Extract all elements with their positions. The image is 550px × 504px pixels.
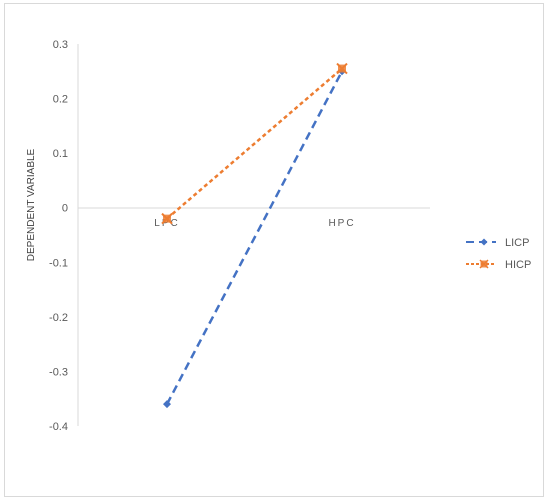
chart-frame bbox=[4, 3, 544, 497]
y-tick-label: -0.2 bbox=[49, 312, 68, 324]
data-point-hicp bbox=[336, 62, 348, 75]
legend-label-licp: LICP bbox=[505, 237, 529, 249]
legend-marker bbox=[480, 238, 488, 246]
data-point-licp bbox=[163, 400, 171, 409]
legend-label-hicp: HICP bbox=[505, 259, 531, 271]
data-point-hicp bbox=[161, 212, 173, 225]
y-axis-title: DEPENDENT VARIABLE bbox=[26, 148, 37, 261]
y-tick-label: 0.2 bbox=[53, 94, 68, 106]
y-tick-label: 0 bbox=[62, 203, 68, 215]
y-tick-label: -0.1 bbox=[49, 257, 68, 269]
y-tick-label: -0.3 bbox=[49, 366, 68, 378]
series-line-licp bbox=[165, 70, 344, 405]
x-category-label: LPC bbox=[154, 218, 179, 229]
y-tick-label: -0.4 bbox=[49, 421, 68, 433]
series-line-hicp bbox=[166, 67, 343, 220]
legend-marker bbox=[479, 259, 489, 269]
y-tick-label: 0.1 bbox=[53, 148, 68, 160]
y-tick-label: 0.3 bbox=[53, 39, 68, 51]
x-category-label: HPC bbox=[328, 218, 355, 229]
